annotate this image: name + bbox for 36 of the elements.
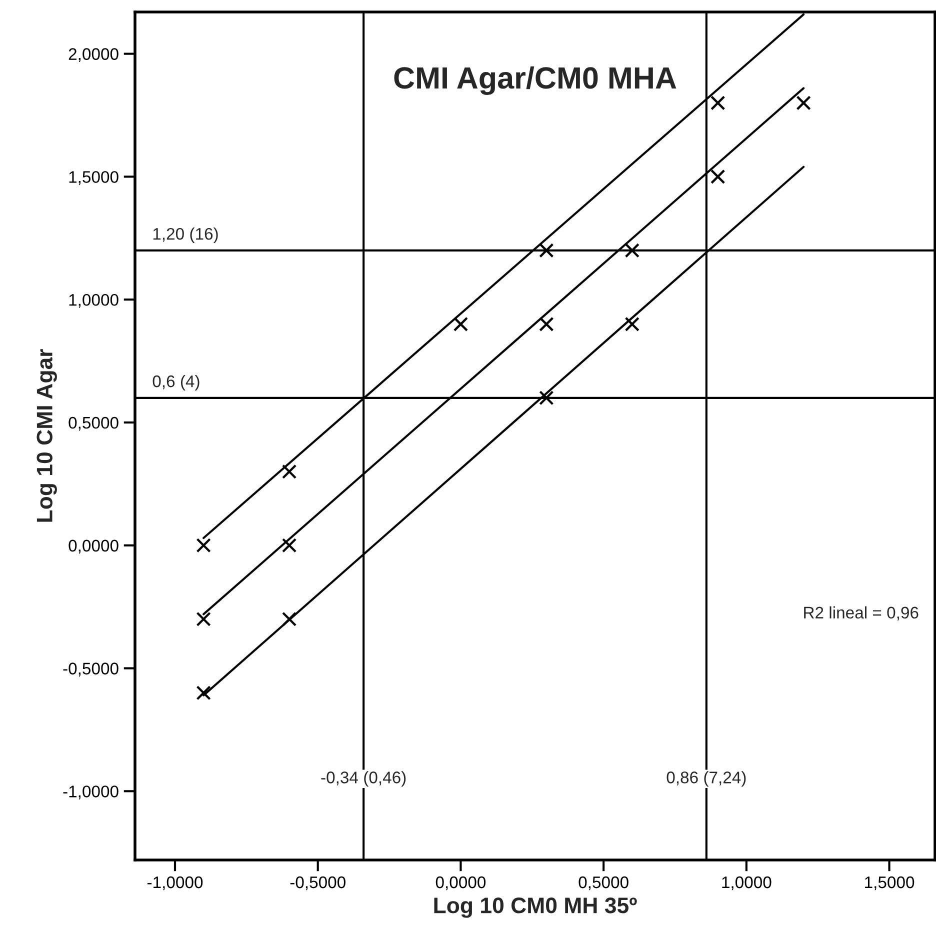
point	[539, 243, 554, 258]
point	[710, 96, 726, 110]
ref-line-label: 1,20 (16)	[153, 228, 218, 244]
point	[624, 243, 640, 258]
x-tick-label: -0,5000	[290, 876, 346, 890]
point	[539, 316, 554, 332]
x-tick-label: 0,0000	[436, 876, 486, 890]
x-tick-label: 1,5000	[865, 876, 914, 890]
annotation: R2 lineal = 0,96	[804, 606, 918, 621]
y-tick-label: -1,0000	[63, 786, 118, 800]
point	[624, 316, 640, 332]
y-tick-label: 2,0000	[68, 48, 118, 62]
x-tick-label: 0,5000	[578, 876, 628, 890]
ref-line-label: -0,34 (0,46)	[321, 771, 406, 787]
point	[710, 169, 726, 184]
ref-line-label: 0,6 (4)	[152, 374, 200, 391]
y-axis-title: Log 10 CMI Agar	[36, 349, 57, 522]
y-tick-label: 1,0000	[69, 294, 118, 308]
point	[196, 686, 211, 700]
point	[539, 390, 554, 406]
point	[282, 612, 297, 626]
x-tick-label: 1,0000	[722, 876, 772, 890]
y-tick-label: 0,5000	[68, 416, 118, 431]
y-tick-label: 0,0000	[68, 540, 118, 554]
point	[196, 538, 211, 553]
y-tick-label: 1,5000	[69, 171, 118, 185]
x-axis-title: Log 10 CM0 MH 35º	[434, 898, 637, 918]
point	[282, 464, 297, 479]
x-tick-label: -1,0000	[147, 876, 203, 890]
ref-line-label: 0,86 (7,24)	[666, 771, 746, 787]
point	[796, 96, 811, 110]
y-tick-label: -0,5000	[63, 662, 118, 676]
point	[453, 316, 468, 332]
point	[196, 612, 211, 626]
text: CMI Agar/CM0 MHA	[394, 66, 676, 95]
point	[282, 538, 297, 553]
